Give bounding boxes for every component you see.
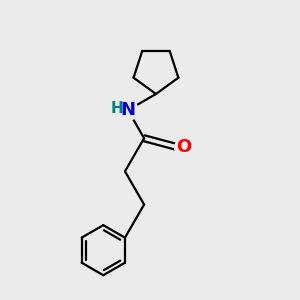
Text: O: O [177,138,192,156]
Text: H: H [110,101,123,116]
Text: N: N [120,101,135,119]
